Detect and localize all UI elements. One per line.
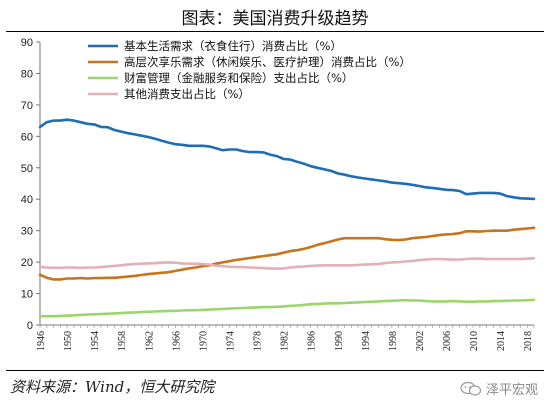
series-layer [38, 118, 536, 318]
legend-label-basic: 基本生活需求（衣食住行）消费占比（%） [124, 39, 342, 53]
legend-label-other: 其他消费支出占比（%） [124, 87, 250, 101]
x-tick-label: 1970 [198, 331, 209, 351]
chart-legend: 基本生活需求（衣食住行）消费占比（%） 高层次享乐需求（休闲娱乐、医疗护理）消费占… [88, 39, 411, 101]
title-divider [6, 31, 544, 32]
watermark-label: 泽平宏观 [485, 383, 538, 398]
series-line-other [38, 257, 536, 270]
x-tick-label: 2018 [523, 331, 534, 351]
y-tick-label: 20 [21, 257, 33, 269]
x-tick-label: 1974 [225, 331, 236, 351]
x-tick-label: 1946 [36, 331, 47, 351]
legend-label-higher: 高层次享乐需求（休闲娱乐、医疗护理）消费占比（%） [124, 55, 411, 69]
x-tick-label: 1950 [63, 331, 74, 351]
y-tick-label: 80 [21, 68, 33, 80]
y-tick-label: 40 [21, 194, 33, 206]
x-tick-label: 2010 [469, 331, 480, 351]
legend-label-financial: 财富管理（金融服务和保险）支出占比（%） [124, 71, 353, 85]
x-tick-label: 1966 [171, 331, 182, 351]
x-tick-label: 1994 [361, 331, 372, 351]
x-tick-label: 1982 [280, 331, 291, 351]
x-tick-label: 1954 [90, 331, 101, 351]
x-tick-label: 1978 [253, 331, 264, 351]
y-tick-label: 10 [21, 289, 33, 301]
x-tick-label: 1986 [307, 331, 318, 351]
line-chart: 0 10 20 30 40 50 60 70 80 90 1946 1950 1954 1958 1962 1… [21, 37, 536, 351]
y-tick-label: 60 [21, 131, 33, 143]
series-line-higher [38, 226, 536, 281]
y-tick-label: 30 [21, 226, 33, 238]
x-tick-label: 2006 [442, 331, 453, 351]
x-tick-label: 1962 [144, 331, 155, 351]
watermark: 泽平宏观 [460, 379, 538, 398]
source-note: 资料来源：Wind，恒大研究院 [10, 378, 215, 396]
y-tick-label: 0 [27, 320, 33, 332]
y-tick-label: 50 [21, 163, 33, 175]
chart-axes: 0 10 20 30 40 50 60 70 80 90 1946 1950 1954 1958 1962 1… [21, 37, 535, 351]
y-tick-label: 90 [21, 37, 33, 49]
y-tick-label: 70 [21, 100, 33, 112]
wechat-icon [460, 381, 482, 396]
x-tick-label: 1990 [334, 331, 345, 351]
series-line-financial [38, 298, 536, 318]
series-line-basic [38, 118, 536, 201]
x-tick-label: 2014 [496, 331, 507, 351]
source-divider [6, 370, 544, 371]
x-tick-label: 2002 [415, 331, 426, 351]
chart-title: 图表：美国消费升级趋势 [181, 9, 369, 29]
x-tick-label: 1958 [117, 331, 128, 351]
x-tick-label: 1998 [388, 331, 399, 351]
